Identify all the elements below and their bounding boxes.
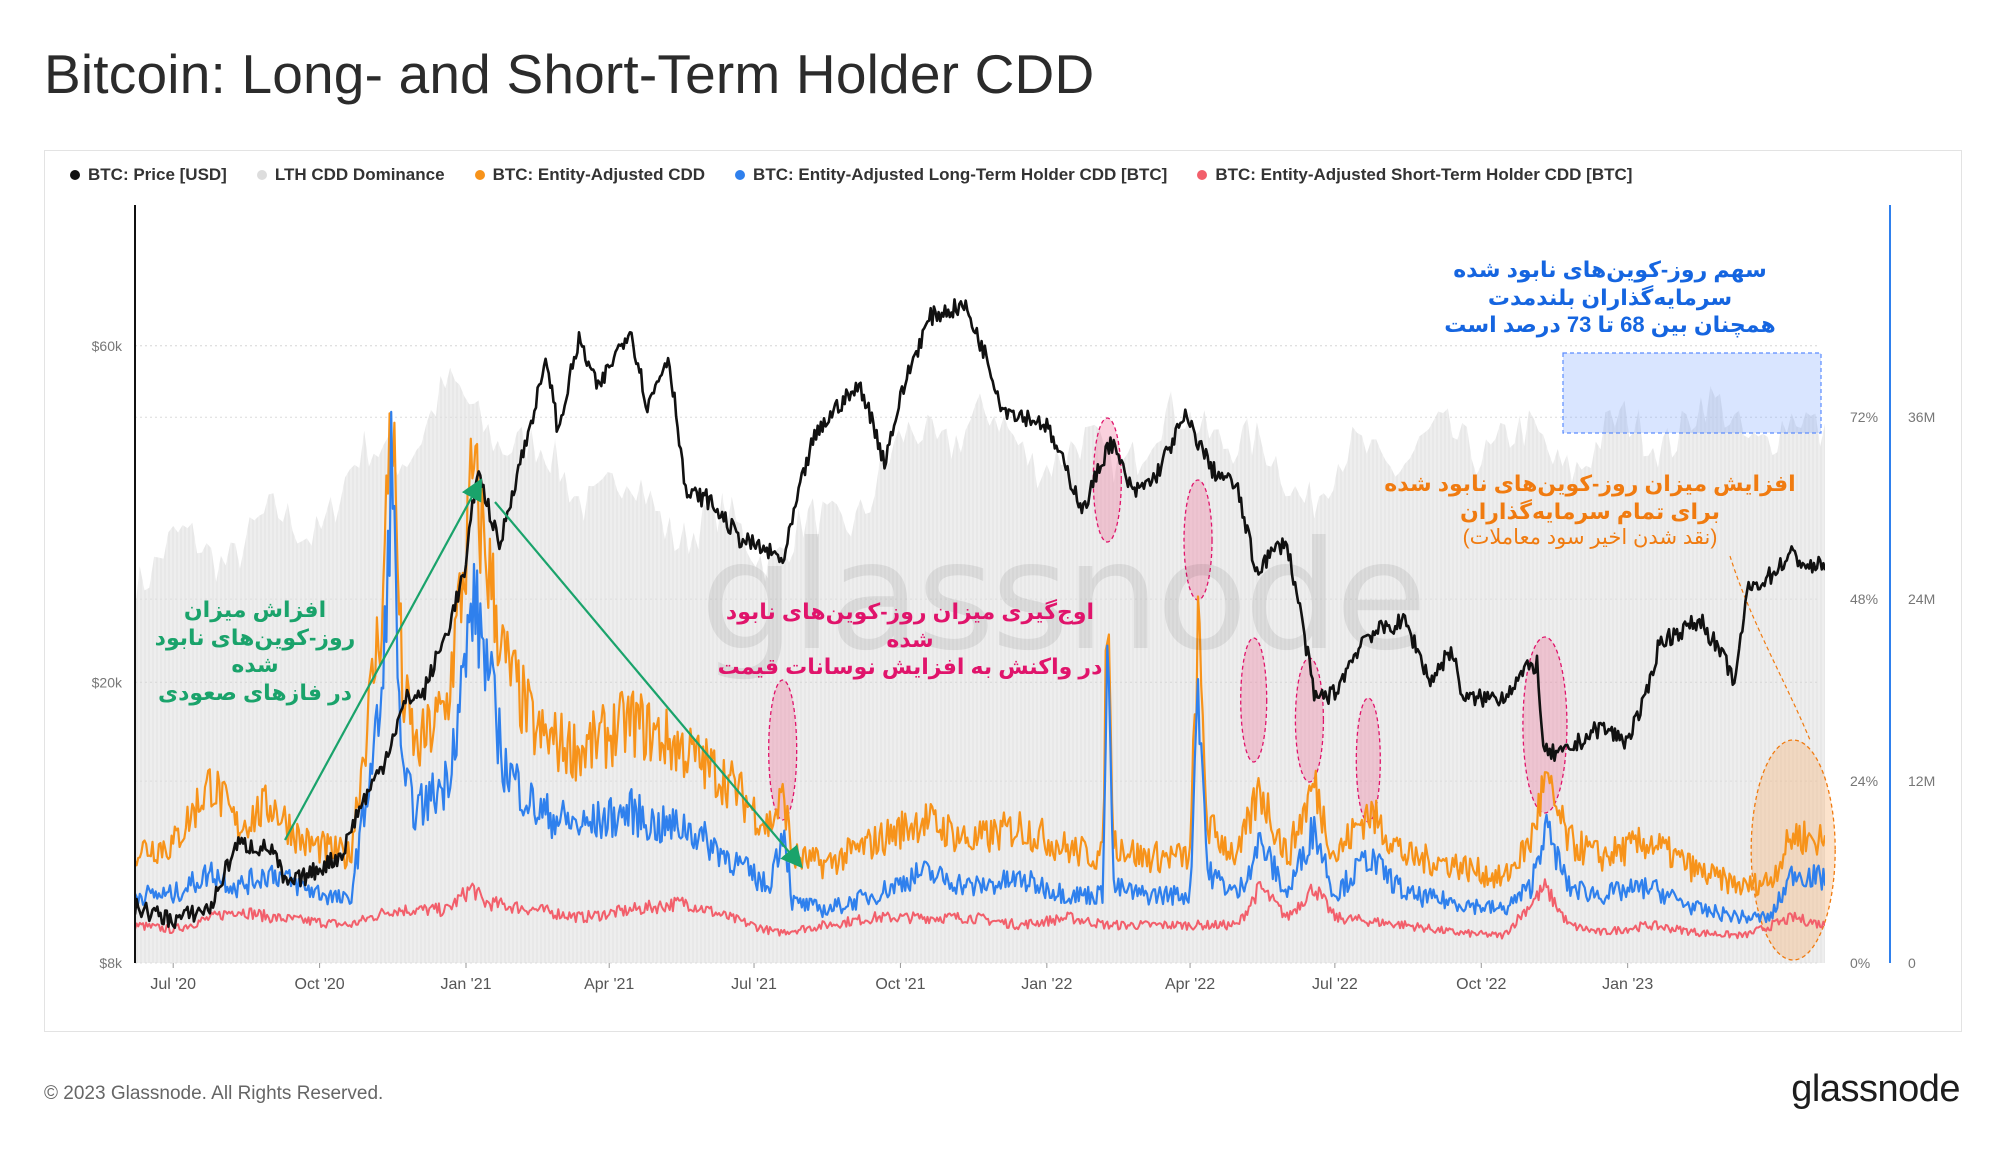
highlight-layer xyxy=(768,352,1836,961)
x-tick-label: Jan '23 xyxy=(1602,976,1653,993)
cdd-tick-label: 0 xyxy=(1908,955,1916,971)
annotation-line: روز-کوین‌های نابود شده xyxy=(154,624,356,678)
legend-item-price[interactable]: BTC: Price [USD] xyxy=(70,165,227,185)
annotation-pink: اوج‌گیری میزان روز-کوین‌های نابود شده در… xyxy=(700,598,1120,681)
legend-dot-icon xyxy=(256,170,267,180)
spike-highlight-ellipse xyxy=(1240,637,1268,763)
cdd-tick-label: 12M xyxy=(1908,773,1935,789)
legend-label: BTC: Entity-Adjusted Long-Term Holder CD… xyxy=(753,165,1168,184)
annotation-green: افزاش میزان روز-کوین‌های نابود شده در فا… xyxy=(130,596,380,706)
price-tick-label: $20k xyxy=(92,674,123,690)
cdd-tick-label: 36M xyxy=(1908,409,1935,425)
dominance-tick-label: 48% xyxy=(1850,591,1878,607)
dominance-tick-label: 72% xyxy=(1850,409,1878,425)
footer-logo[interactable]: glassnode xyxy=(1791,1068,1960,1110)
legend-item-lth-cdd[interactable]: BTC: Entity-Adjusted Long-Term Holder CD… xyxy=(735,165,1167,185)
annotation-line: افزاش میزان xyxy=(183,597,327,622)
legend-label: LTH CDD Dominance xyxy=(274,165,445,184)
spike-highlight-ellipse xyxy=(768,679,798,821)
x-tick-label: Jan '22 xyxy=(1021,976,1072,993)
annotation-line: اوج‌گیری میزان روز-کوین‌های نابود شده xyxy=(725,599,1095,652)
annotation-line: در واکنش به افزایش نوسانات قیمت xyxy=(717,654,1103,679)
annotation-line: برای تمام سرمایه‌گذاران xyxy=(1459,498,1721,524)
orange-pointer-line xyxy=(1729,555,1811,741)
x-tick-label: Oct '20 xyxy=(295,976,345,993)
legend-dot-icon xyxy=(1197,170,1208,180)
chart-legend: BTC: Price [USD] LTH CDD Dominance BTC: … xyxy=(70,158,1632,192)
x-tick-label: Jul '22 xyxy=(1312,976,1358,993)
legend-label: BTC: Entity-Adjusted Short-Term Holder C… xyxy=(1215,165,1633,184)
spike-highlight-ellipse xyxy=(1092,417,1122,543)
series-line-btc-price-usd- xyxy=(135,298,1825,930)
price-tick-label: $60k xyxy=(92,338,123,354)
legend-dot-icon xyxy=(474,170,485,180)
axis-layer: $8k $20k $60k 0% 24% 48% 72% 0 12M 24M 36M Jul '20 O… xyxy=(92,205,1935,993)
legend-label: BTC: Price [USD] xyxy=(88,165,227,184)
annotation-blue: سهم روز-کوین‌های نابود شده سرمایه‌گذاران… xyxy=(1440,256,1780,339)
dominance-tick-label: 24% xyxy=(1850,773,1878,789)
dominance-highlight-box xyxy=(1562,352,1822,434)
series-layer xyxy=(135,298,1825,940)
cdd-tick-label: 24M xyxy=(1908,591,1935,607)
annotation-line: سهم روز-کوین‌های نابود شده xyxy=(1453,257,1767,282)
annotation-line: همچنان بین 68 تا 73 درصد است xyxy=(1444,312,1776,337)
x-tick-label: Jan '21 xyxy=(440,976,491,993)
annotation-line: در فازهای صعودی xyxy=(157,679,353,705)
legend-item-lth-dominance[interactable]: LTH CDD Dominance xyxy=(256,165,445,185)
legend-item-sth-cdd[interactable]: BTC: Entity-Adjusted Short-Term Holder C… xyxy=(1197,165,1632,185)
x-tick-label: Jul '21 xyxy=(731,976,777,993)
annotation-orange: افزایش میزان روز-کوین‌های نابود شده برای… xyxy=(1380,470,1800,551)
price-tick-label: $8k xyxy=(99,955,123,971)
annotation-subline: (نقد شدن اخیر سود معاملات) xyxy=(1462,526,1718,549)
green-arrow-down xyxy=(494,501,803,869)
x-tick-label: Oct '21 xyxy=(875,976,925,993)
legend-dot-icon xyxy=(70,170,80,180)
dominance-tick-label: 0% xyxy=(1850,955,1870,971)
series-line-btc-entity-adjusted-long-term-holder-cdd-btc- xyxy=(135,410,1825,925)
x-tick-label: Jul '20 xyxy=(150,976,196,993)
x-tick-label: Apr '22 xyxy=(1165,976,1215,993)
legend-dot-icon xyxy=(735,170,746,180)
watermark: glassnode xyxy=(700,510,1427,684)
spike-highlight-ellipse xyxy=(1522,636,1568,814)
arrow-layer xyxy=(284,478,803,869)
annotation-line: سرمایه‌گذاران بلندمدت xyxy=(1487,284,1733,310)
series-line-btc-entity-adjusted-cdd xyxy=(135,412,1825,897)
series-line-btc-entity-adjusted-short-term-holder-cdd-btc- xyxy=(135,878,1825,940)
annotation-line: افزایش میزان روز-کوین‌های نابود شده xyxy=(1384,471,1796,496)
green-arrow-up xyxy=(284,478,483,841)
legend-item-cdd[interactable]: BTC: Entity-Adjusted CDD xyxy=(474,165,706,185)
legend-label: BTC: Entity-Adjusted CDD xyxy=(492,165,706,184)
footer-copyright: © 2023 Glassnode. All Rights Reserved. xyxy=(44,1083,384,1104)
x-tick-label: Apr '21 xyxy=(584,976,634,993)
x-tick-label: Oct '22 xyxy=(1456,976,1506,993)
recent-highlight-ellipse xyxy=(1750,739,1836,961)
page-title: Bitcoin: Long- and Short-Term Holder CDD xyxy=(44,43,1095,105)
